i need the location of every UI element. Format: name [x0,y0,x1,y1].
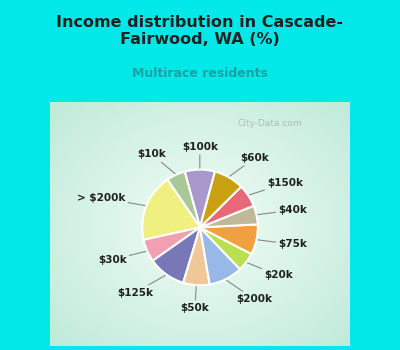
Text: $50k: $50k [180,287,209,313]
Text: $60k: $60k [230,153,269,176]
Text: Income distribution in Cascade-
Fairwood, WA (%): Income distribution in Cascade- Fairwood… [56,15,344,47]
Text: $75k: $75k [258,239,307,249]
Text: $150k: $150k [250,178,303,195]
Text: $10k: $10k [138,149,175,174]
Wedge shape [142,180,200,240]
Wedge shape [200,224,258,254]
Text: $125k: $125k [117,275,165,297]
Text: $40k: $40k [258,205,307,215]
Text: $20k: $20k [248,263,293,280]
Wedge shape [185,169,215,228]
Wedge shape [200,172,241,228]
Wedge shape [168,172,200,228]
Text: $100k: $100k [182,142,218,168]
Wedge shape [200,187,254,228]
Text: > $200k: > $200k [77,193,145,205]
Text: Multirace residents: Multirace residents [132,67,268,80]
Text: $30k: $30k [98,251,146,265]
Text: $200k: $200k [226,280,272,304]
Wedge shape [183,228,210,285]
Wedge shape [200,228,251,269]
Wedge shape [144,228,200,261]
Wedge shape [200,206,258,228]
Text: City-Data.com: City-Data.com [238,119,302,127]
Wedge shape [200,228,240,285]
Wedge shape [153,228,200,283]
